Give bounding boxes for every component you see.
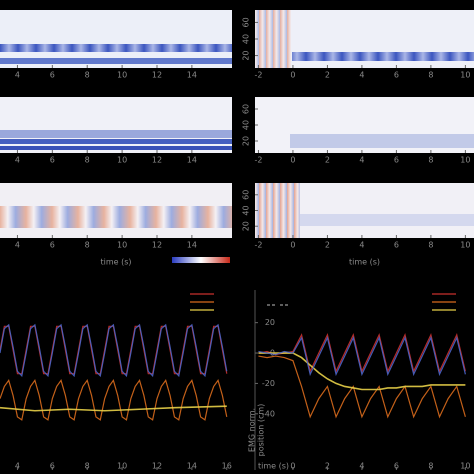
heatmap-band (0, 58, 232, 64)
x-tick-label: 2 (325, 462, 330, 471)
series-line (258, 333, 466, 374)
x-tick-label: 2 (325, 71, 330, 80)
y-tick-label: 60 (242, 104, 251, 114)
x-tick-label: 6 (394, 462, 399, 471)
y-tick-label: 60 (242, 17, 251, 27)
y2-axis-label: EMG norm. (248, 408, 257, 452)
heatmap-band (292, 52, 474, 61)
x-tick-label: 4 (359, 462, 364, 471)
x-tick-label: 12 (152, 156, 162, 165)
y-tick-label: 20 (242, 221, 251, 231)
x-tick-label: 14 (187, 71, 197, 80)
heatmap-band (255, 183, 300, 238)
x-tick-label: 8 (85, 156, 90, 165)
heatmap-band (0, 146, 232, 150)
series-line (0, 323, 228, 378)
series-line (258, 355, 466, 419)
x-tick-label: 8 (428, 71, 433, 80)
x-axis-label: time (s) (258, 462, 289, 471)
series-line (0, 405, 227, 412)
heatmap-bg (0, 97, 232, 153)
x-tick-label: 4 (359, 71, 364, 80)
heatmap-band (300, 214, 474, 226)
x-tick-label: 8 (428, 156, 433, 165)
x-tick-label: 4 (359, 241, 364, 250)
x-tick-label: 12 (152, 462, 162, 471)
y-tick-label: 60 (242, 190, 251, 200)
x-tick-label: 14 (187, 156, 197, 165)
x-tick-label: 0 (290, 156, 295, 165)
x-tick-label: 8 (428, 462, 433, 471)
x-tick-label: 6 (394, 241, 399, 250)
y-tick-label: 20 (242, 136, 251, 146)
y-tick-label: -20 (262, 379, 275, 388)
x-tick-label: 4 (359, 156, 364, 165)
x-tick-label: 10 (460, 156, 470, 165)
x-tick-label: 10 (460, 71, 470, 80)
heatmap-band (0, 44, 232, 52)
x-tick-label: 12 (152, 241, 162, 250)
x-tick-label: 16 (222, 462, 232, 471)
x-tick-label: 4 (15, 71, 20, 80)
x-tick-label: 6 (50, 71, 55, 80)
y-tick-label: 40 (242, 120, 251, 130)
x-tick-label: 10 (460, 241, 470, 250)
heatmap-band (290, 134, 474, 148)
x-tick-label: 2 (325, 156, 330, 165)
y-tick-label: 40 (242, 205, 251, 215)
x-tick-label: 10 (460, 462, 470, 471)
x-tick-label: 0 (290, 462, 295, 471)
x-tick-label: 6 (50, 241, 55, 250)
heatmap-band (0, 130, 232, 138)
heatmap-art (0, 10, 474, 238)
x-tick-label: 14 (187, 462, 197, 471)
series-line (0, 325, 228, 375)
x-tick-label: 4 (15, 462, 20, 471)
x-tick-label: 4 (15, 156, 20, 165)
heatmap-band (0, 206, 232, 228)
x-tick-label: 8 (85, 71, 90, 80)
x-tick-label: 10 (117, 71, 127, 80)
y-tick-label: 40 (242, 34, 251, 44)
y-axis-label: position (cm) (257, 404, 266, 457)
x-tick-label: 6 (50, 156, 55, 165)
x-tick-label: 8 (85, 241, 90, 250)
x-tick-label: 6 (394, 156, 399, 165)
x-tick-label: -2 (254, 71, 262, 80)
x-tick-label: 8 (428, 241, 433, 250)
series-line (258, 336, 466, 377)
x-tick-label: -2 (254, 241, 262, 250)
y-tick-label: 20 (242, 50, 251, 60)
x-tick-label: 2 (325, 241, 330, 250)
series-line (0, 379, 228, 421)
x-tick-label: 6 (50, 462, 55, 471)
colorbar (172, 257, 230, 263)
x-tick-label: 0 (290, 241, 295, 250)
x-tick-label: 12 (152, 71, 162, 80)
y-tick-label: -40 (262, 409, 275, 418)
x-tick-label: 6 (394, 71, 399, 80)
x-tick-label: -2 (254, 156, 262, 165)
y-tick-label: 20 (265, 318, 275, 327)
heatmap-band (255, 10, 291, 68)
x-tick-label: 10 (117, 462, 127, 471)
x-tick-label: 0 (290, 71, 295, 80)
x-tick-label: 4 (15, 241, 20, 250)
x-axis-label: time (s) (349, 258, 380, 267)
heatmap-band (0, 139, 232, 144)
x-tick-label: 10 (117, 156, 127, 165)
x-tick-label: 10 (117, 241, 127, 250)
x-tick-label: 14 (187, 241, 197, 250)
x-tick-label: 8 (85, 462, 90, 471)
x-axis-label: time (s) (100, 258, 131, 267)
